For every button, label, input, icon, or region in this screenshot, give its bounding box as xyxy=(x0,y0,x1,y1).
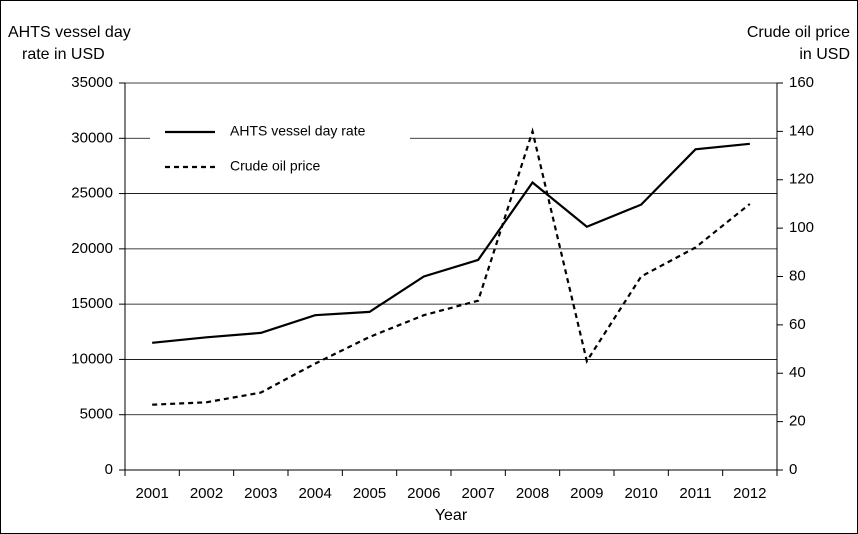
y2-tick-label: 80 xyxy=(789,267,806,284)
x-tick-label: 2006 xyxy=(407,485,440,502)
y-axis-title: rate in USD xyxy=(22,46,105,63)
x-tick-label: 2001 xyxy=(135,485,168,502)
y2-axis-title: in USD xyxy=(799,46,850,63)
series-line xyxy=(152,127,751,406)
y2-tick-label: 160 xyxy=(789,74,814,91)
y2-tick-label: 0 xyxy=(789,461,797,478)
y-tick-label: 0 xyxy=(105,461,113,478)
y-tick-label: 30000 xyxy=(71,129,113,146)
y2-tick-label: 120 xyxy=(789,171,814,188)
x-tick-label: 2011 xyxy=(679,485,711,502)
legend-label: Crude oil price xyxy=(230,158,320,174)
y-tick-label: 20000 xyxy=(71,240,113,257)
y2-tick-label: 60 xyxy=(789,316,806,333)
y-tick-label: 10000 xyxy=(71,350,113,367)
y2-tick-label: 40 xyxy=(789,364,806,381)
x-tick-label: 2002 xyxy=(190,485,223,502)
y2-tick-label: 140 xyxy=(789,122,814,139)
x-tick-label: 2004 xyxy=(298,485,331,502)
x-tick-label: 2012 xyxy=(733,485,766,502)
x-tick-label: 2005 xyxy=(353,485,386,502)
x-tick-label: 2008 xyxy=(516,485,549,502)
y-tick-label: 15000 xyxy=(71,295,113,312)
y-axis-title: AHTS vessel day xyxy=(8,24,131,41)
y2-tick-label: 20 xyxy=(789,413,806,430)
x-tick-label: 2009 xyxy=(570,485,603,502)
x-axis-title: Year xyxy=(435,507,468,524)
y2-tick-label: 100 xyxy=(789,219,814,236)
x-tick-label: 2010 xyxy=(624,485,657,502)
legend-box xyxy=(150,115,410,185)
x-tick-label: 2007 xyxy=(461,485,494,502)
x-tick-label: 2003 xyxy=(244,485,277,502)
y-tick-label: 35000 xyxy=(71,74,113,91)
y-tick-label: 5000 xyxy=(80,406,113,423)
series-line xyxy=(152,142,750,344)
y2-axis-title: Crude oil price xyxy=(747,24,850,41)
y-tick-label: 25000 xyxy=(71,185,113,202)
legend-label: AHTS vessel day rate xyxy=(230,123,366,139)
